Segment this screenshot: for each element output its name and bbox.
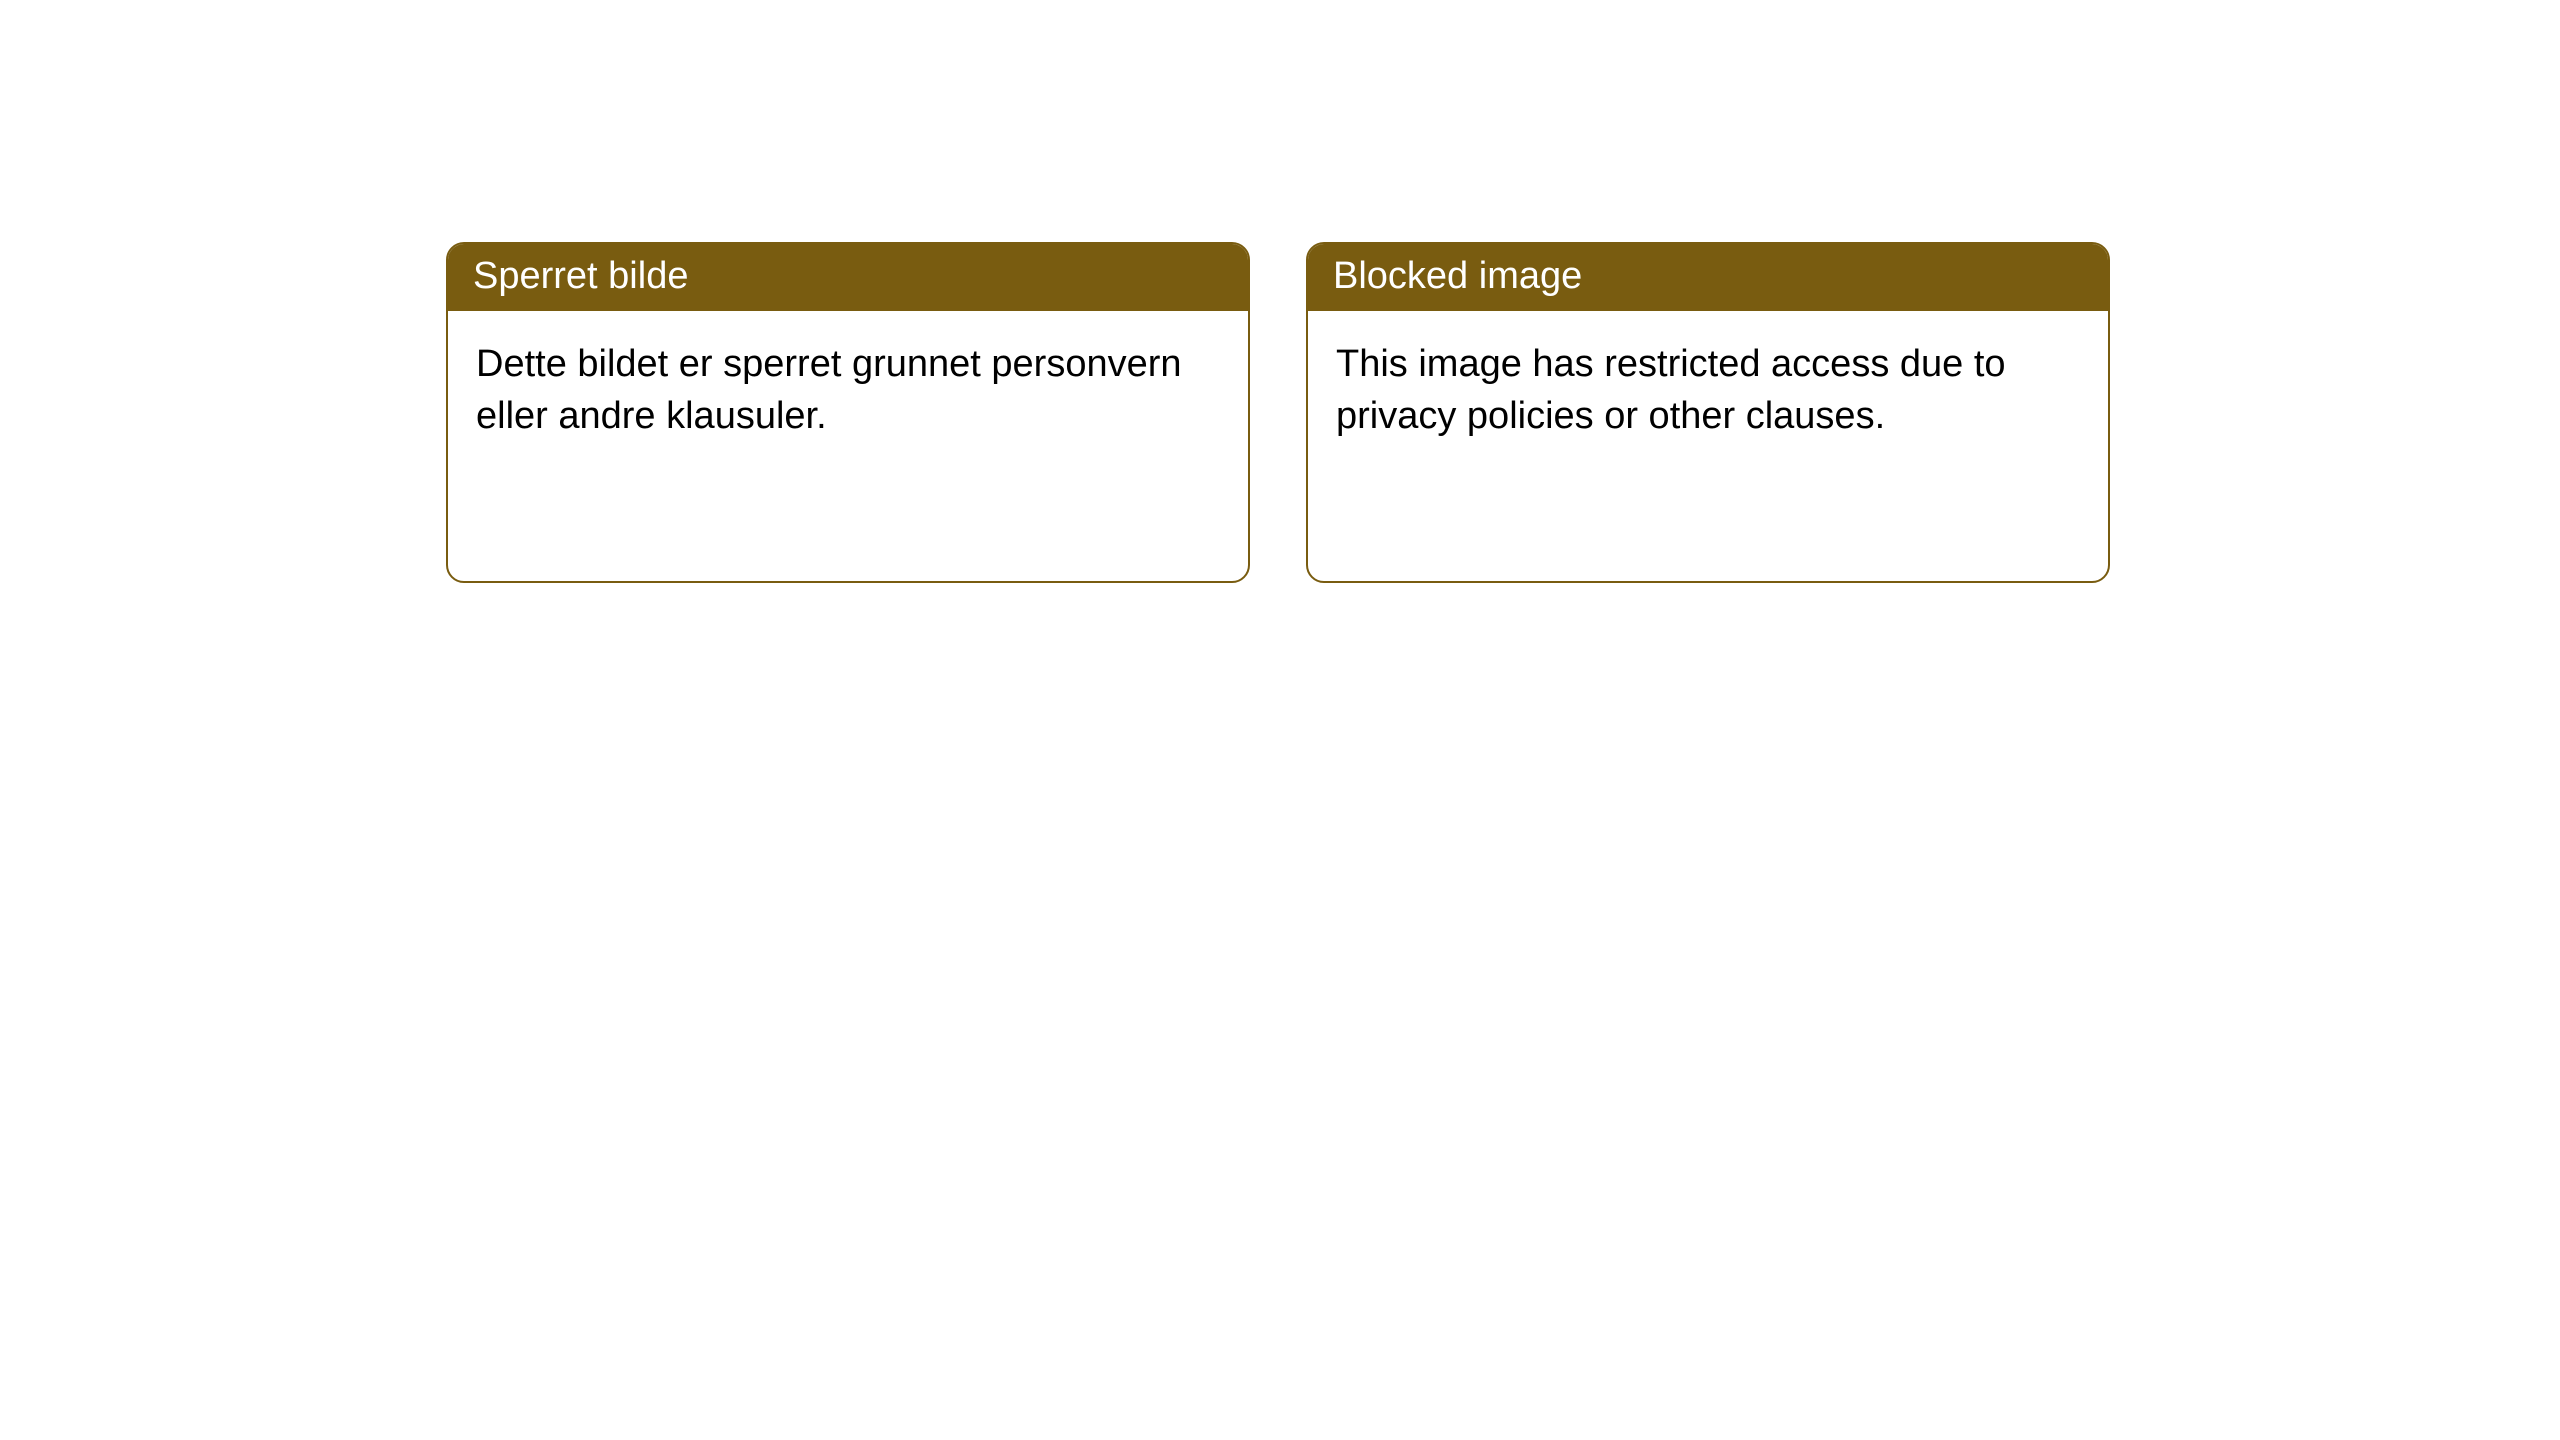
card-body-text: This image has restricted access due to … bbox=[1336, 343, 2006, 436]
card-body: This image has restricted access due to … bbox=[1308, 311, 2108, 581]
notice-card-norwegian: Sperret bilde Dette bildet er sperret gr… bbox=[446, 242, 1250, 583]
card-header: Sperret bilde bbox=[448, 244, 1248, 311]
card-header: Blocked image bbox=[1308, 244, 2108, 311]
notice-cards-container: Sperret bilde Dette bildet er sperret gr… bbox=[0, 0, 2560, 583]
card-title: Blocked image bbox=[1333, 255, 1582, 297]
card-title: Sperret bilde bbox=[473, 255, 688, 297]
notice-card-english: Blocked image This image has restricted … bbox=[1306, 242, 2110, 583]
card-body: Dette bildet er sperret grunnet personve… bbox=[448, 311, 1248, 581]
card-body-text: Dette bildet er sperret grunnet personve… bbox=[476, 343, 1182, 436]
